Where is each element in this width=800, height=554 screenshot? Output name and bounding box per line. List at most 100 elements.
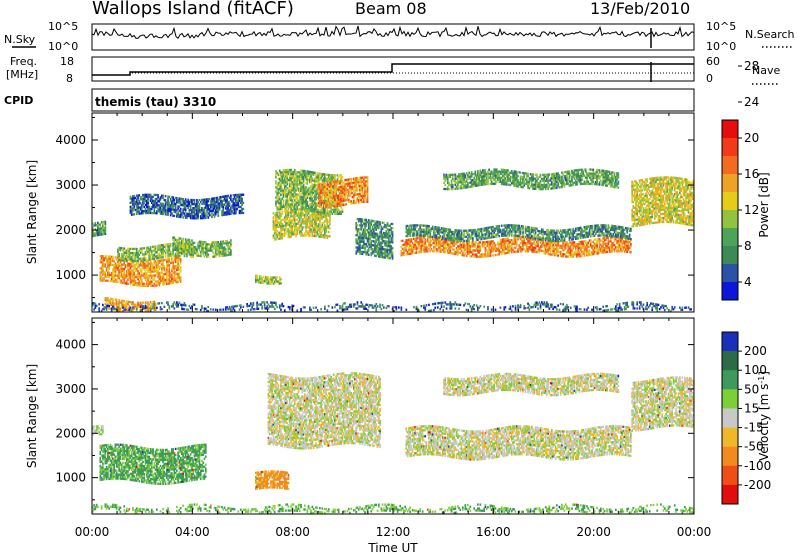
echo-cell xyxy=(319,193,321,197)
echo-cell xyxy=(137,198,139,201)
echo-cell xyxy=(339,200,341,203)
echo-cell xyxy=(124,259,127,262)
echo-cell xyxy=(174,256,177,260)
echo-cell xyxy=(297,226,300,229)
echo-cell xyxy=(193,207,196,210)
echo-cell xyxy=(282,205,285,208)
echo-cell xyxy=(298,224,301,227)
echo-cell xyxy=(93,224,95,227)
echo-cell xyxy=(164,243,167,246)
echo-cell xyxy=(356,250,359,253)
echo-cell xyxy=(309,189,311,192)
echo-cell xyxy=(478,249,480,252)
echo-cell xyxy=(266,276,268,279)
echo-cell xyxy=(173,244,176,247)
echo-cell xyxy=(156,257,158,260)
echo-cell xyxy=(159,198,162,201)
echo-cell xyxy=(319,227,321,230)
echo-cell xyxy=(232,202,235,205)
echo-cell xyxy=(459,241,462,244)
echo-cell xyxy=(488,240,490,243)
echo-cell xyxy=(172,261,174,264)
echo-cell xyxy=(164,278,167,282)
echo-cell xyxy=(556,244,558,247)
echo-cell xyxy=(362,250,365,254)
echo-cell xyxy=(150,266,153,269)
echo-cell xyxy=(359,195,361,198)
echo-cell xyxy=(177,262,179,265)
echo-cell xyxy=(359,252,361,255)
echo-cell xyxy=(319,235,321,238)
echo-cell xyxy=(235,202,237,205)
echo-cell xyxy=(293,231,296,234)
echo-cell xyxy=(354,193,356,196)
echo-cell xyxy=(286,168,289,172)
echo-cell xyxy=(168,280,171,283)
echo-cell xyxy=(179,270,182,273)
echo-cell xyxy=(142,247,144,250)
echo-cell xyxy=(366,184,369,187)
echo-cell xyxy=(355,226,358,229)
echo-cell xyxy=(464,246,467,249)
echo-cell xyxy=(213,201,216,204)
echo-cell xyxy=(462,244,464,247)
echo-cell xyxy=(256,274,258,278)
echo-cell xyxy=(120,259,123,262)
echo-cell xyxy=(411,246,414,249)
echo-cell xyxy=(309,214,311,217)
echo-cell xyxy=(122,267,124,270)
echo-cell xyxy=(154,199,157,203)
echo-cell xyxy=(203,251,206,254)
echo-cell xyxy=(425,246,428,249)
echo-cell xyxy=(148,207,151,211)
echo-cell xyxy=(197,211,199,214)
echo-cell xyxy=(226,211,228,214)
echo-cell xyxy=(132,265,134,268)
echo-cell xyxy=(390,222,393,226)
echo-cell xyxy=(334,174,336,177)
echo-cell xyxy=(119,261,122,264)
echo-cell xyxy=(325,214,327,217)
echo-cell xyxy=(293,222,296,226)
echo-cell xyxy=(288,179,291,182)
echo-cell xyxy=(275,232,277,235)
echo-cell xyxy=(288,183,291,186)
echo-cell xyxy=(128,276,131,280)
echo-cell xyxy=(435,240,438,243)
echo-cell xyxy=(305,176,307,179)
echo-cell xyxy=(128,262,131,265)
echo-cell xyxy=(327,226,330,230)
echo-cell xyxy=(316,208,319,211)
echo-cell xyxy=(203,200,206,203)
echo-cell xyxy=(334,184,336,187)
echo-cell xyxy=(517,238,519,241)
echo-cell xyxy=(270,278,272,281)
echo-cell xyxy=(518,246,521,249)
echo-cell xyxy=(390,249,393,252)
echo-cell xyxy=(275,234,277,237)
echo-cell xyxy=(310,195,312,198)
echo-cell xyxy=(557,248,559,251)
echo-cell xyxy=(273,220,276,223)
echo-cell xyxy=(500,250,503,253)
echo-cell xyxy=(120,279,123,282)
echo-cell xyxy=(143,257,146,260)
echo-cell xyxy=(524,250,527,253)
echo-cell xyxy=(409,238,411,241)
echo-cell xyxy=(295,205,297,208)
echo-cell xyxy=(361,236,364,239)
echo-cell xyxy=(183,212,186,215)
echo-cell xyxy=(132,261,134,264)
echo-cell xyxy=(304,190,306,193)
echo-cell xyxy=(177,276,179,279)
echo-cell xyxy=(139,262,142,265)
echo-cell xyxy=(587,249,590,253)
echo-cell xyxy=(169,282,172,285)
echo-cell xyxy=(198,198,201,202)
echo-cell xyxy=(574,247,577,250)
echo-cell xyxy=(182,250,184,253)
echo-cell xyxy=(166,209,168,212)
echo-cell xyxy=(227,194,230,197)
echo-cell xyxy=(370,243,373,247)
echo-cell xyxy=(132,195,134,198)
